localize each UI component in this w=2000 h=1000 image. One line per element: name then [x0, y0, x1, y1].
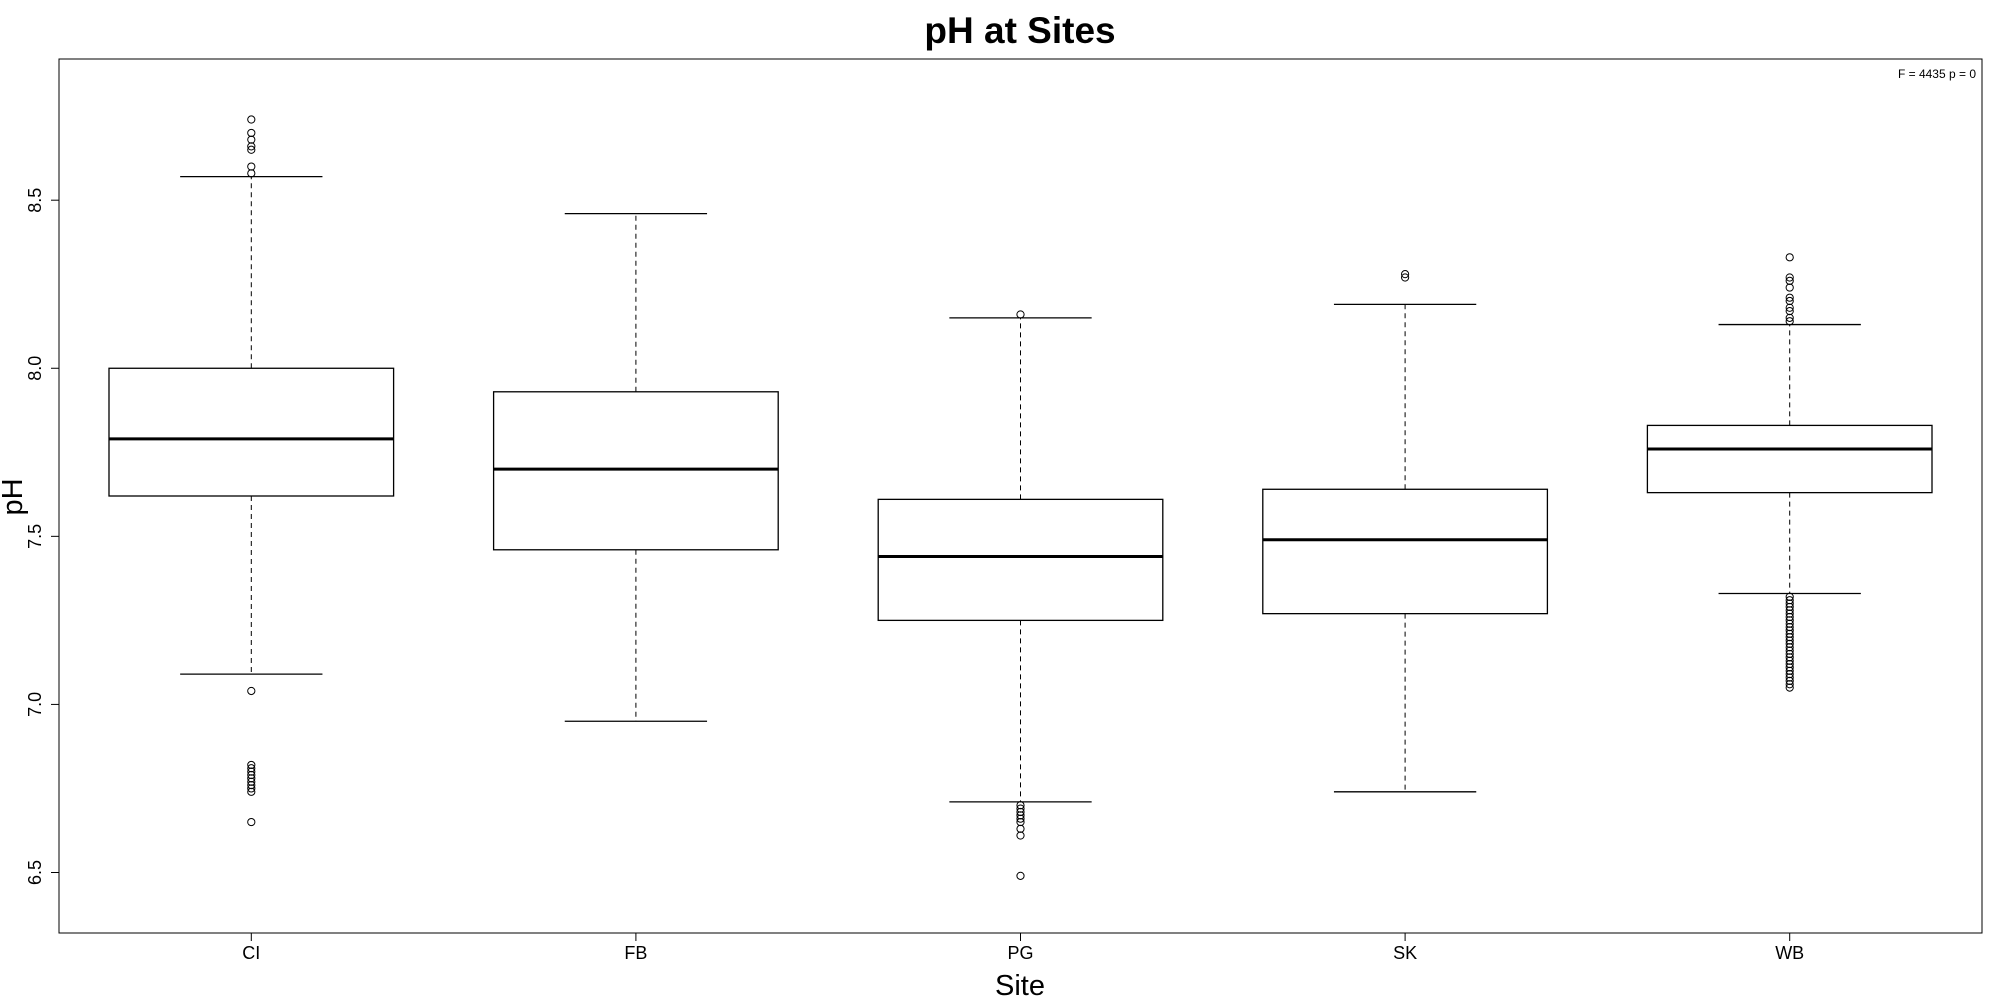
box-fb	[492, 391, 779, 551]
x-tick-label: PG	[1007, 943, 1033, 963]
box-ci	[108, 367, 395, 497]
outlier-point	[247, 162, 256, 171]
outlier-point	[1401, 273, 1410, 282]
box-wb	[1646, 424, 1933, 494]
outlier-point	[247, 169, 256, 178]
x-tick-label: FB	[624, 943, 647, 963]
outlier-point	[1016, 814, 1025, 823]
y-tick-label: 8.0	[25, 356, 45, 381]
outlier-point	[1785, 283, 1794, 292]
outlier-point	[1785, 303, 1794, 312]
box-sk	[1262, 488, 1549, 615]
chart-marks: 6.5 7.0 7.5 8.0 8.5 CI FB PG SK WB	[25, 115, 1933, 963]
y-tick-label: 8.5	[25, 188, 45, 213]
outlier-point	[247, 686, 256, 696]
outlier-point	[247, 784, 256, 793]
outlier-point	[1016, 310, 1025, 319]
y-tick-label: 7.5	[25, 524, 45, 549]
outlier-point	[1016, 831, 1025, 840]
y-axis-title: pH	[0, 478, 29, 515]
outlier-point	[247, 135, 256, 144]
chart-title: pH at Sites	[924, 10, 1115, 51]
x-tick-label: SK	[1393, 943, 1417, 963]
outlier-point	[1785, 683, 1794, 692]
outlier-point	[247, 115, 256, 124]
x-tick-label: WB	[1775, 943, 1804, 963]
outlier-point	[1401, 270, 1410, 279]
outlier-point	[1785, 293, 1794, 302]
x-tick-label: CI	[242, 943, 260, 963]
outlier-point	[1785, 273, 1794, 282]
outlier-point	[247, 142, 256, 151]
outlier-point	[247, 128, 256, 138]
stats-annotation: F = 4435 p = 0	[1898, 67, 1976, 81]
outlier-point	[1785, 313, 1794, 322]
outlier-point	[1785, 317, 1794, 326]
outlier-point	[1016, 871, 1025, 880]
y-tick-label: 7.0	[25, 692, 45, 717]
outlier-point	[1785, 680, 1794, 689]
y-tick-label: 6.5	[25, 860, 45, 885]
outlier-point	[247, 817, 256, 827]
x-axis-title: Site	[995, 970, 1045, 1000]
outlier-point	[247, 145, 256, 154]
box-pg	[877, 498, 1164, 622]
outlier-point	[1016, 824, 1025, 833]
outlier-point	[247, 787, 256, 796]
outlier-point	[1785, 253, 1794, 262]
